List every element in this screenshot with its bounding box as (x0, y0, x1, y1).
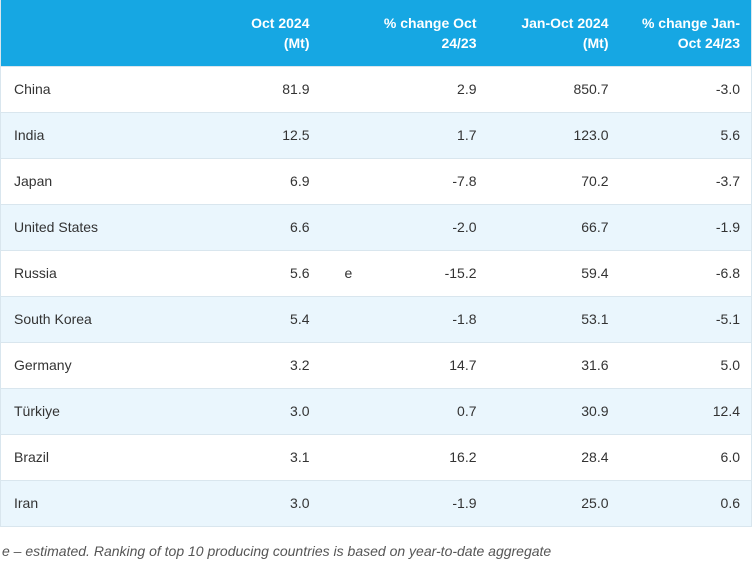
cell-flag (320, 296, 361, 343)
cell-flag (320, 65, 361, 113)
cell-oct-2024: 6.9 (175, 158, 321, 205)
cell-country: Japan (0, 158, 176, 205)
cell-jan-oct-2024: 850.7 (487, 65, 620, 113)
cell-oct-2024: 3.0 (175, 480, 321, 527)
cell-jan-oct-2024: 59.4 (487, 250, 620, 297)
cell-country: Türkiye (0, 388, 176, 435)
cell-jan-oct-change: 6.0 (619, 434, 752, 481)
cell-country: South Korea (0, 296, 176, 343)
cell-country: Germany (0, 342, 176, 389)
cell-flag (320, 388, 361, 435)
footnote: e – estimated. Ranking of top 10 produci… (2, 543, 552, 559)
header-oct-2024: Oct 2024 (Mt) (175, 0, 321, 66)
cell-jan-oct-change: 0.6 (619, 480, 752, 527)
cell-jan-oct-change: 12.4 (619, 388, 752, 435)
header-row: Oct 2024 (Mt) % change Oct 24/23 Jan-Oct 2… (0, 0, 752, 66)
table-row: Germany 3.2 14.7 31.6 5.0 (0, 342, 752, 389)
table-body: China 81.9 2.9 850.7 -3.0 India 12.5 1.7 123.0 5.… (0, 65, 752, 527)
cell-jan-oct-2024: 123.0 (487, 112, 620, 159)
cell-flag (320, 342, 361, 389)
cell-flag (320, 480, 361, 527)
cell-jan-oct-2024: 31.6 (487, 342, 620, 389)
cell-jan-oct-change: 5.6 (619, 112, 752, 159)
cell-country: Iran (0, 480, 176, 527)
cell-country: Russia (0, 250, 176, 297)
cell-jan-oct-change: 5.0 (619, 342, 752, 389)
cell-country: Brazil (0, 434, 176, 481)
cell-flag (320, 434, 361, 481)
cell-oct-change: -1.8 (360, 296, 488, 343)
cell-jan-oct-change: -1.9 (619, 204, 752, 251)
cell-jan-oct-change: -5.1 (619, 296, 752, 343)
header-jan-oct-2024: Jan-Oct 2024 (Mt) (487, 0, 620, 66)
cell-jan-oct-2024: 66.7 (487, 204, 620, 251)
cell-country: India (0, 112, 176, 159)
cell-oct-change: -7.8 (360, 158, 488, 205)
cell-flag (320, 112, 361, 159)
cell-jan-oct-2024: 30.9 (487, 388, 620, 435)
cell-oct-change: -2.0 (360, 204, 488, 251)
cell-country: United States (0, 204, 176, 251)
cell-flag (320, 158, 361, 205)
steel-production-table: Oct 2024 (Mt) % change Oct 24/23 Jan-Oct 2… (0, 0, 752, 527)
table-row: Russia 5.6 e -15.2 59.4 -6.8 (0, 250, 752, 297)
cell-oct-2024: 12.5 (175, 112, 321, 159)
cell-jan-oct-change: -3.7 (619, 158, 752, 205)
table-row: Iran 3.0 -1.9 25.0 0.6 (0, 480, 752, 527)
header-jan-oct-change: % change Jan- Oct 24/23 (619, 0, 752, 66)
cell-oct-2024: 5.4 (175, 296, 321, 343)
header-flag (320, 0, 361, 66)
table-row: China 81.9 2.9 850.7 -3.0 (0, 65, 752, 113)
table-header: Oct 2024 (Mt) % change Oct 24/23 Jan-Oct 2… (0, 0, 752, 66)
table-row: Japan 6.9 -7.8 70.2 -3.7 (0, 158, 752, 205)
cell-oct-change: -1.9 (360, 480, 488, 527)
table-row: South Korea 5.4 -1.8 53.1 -5.1 (0, 296, 752, 343)
header-oct-change: % change Oct 24/23 (360, 0, 488, 66)
cell-oct-2024: 3.0 (175, 388, 321, 435)
cell-jan-oct-change: -6.8 (619, 250, 752, 297)
cell-oct-change: 16.2 (360, 434, 488, 481)
cell-oct-2024: 3.2 (175, 342, 321, 389)
cell-country: China (0, 65, 176, 113)
header-country (0, 0, 176, 66)
cell-oct-2024: 3.1 (175, 434, 321, 481)
cell-flag (320, 204, 361, 251)
cell-oct-2024: 81.9 (175, 65, 321, 113)
cell-jan-oct-2024: 53.1 (487, 296, 620, 343)
cell-oct-change: 14.7 (360, 342, 488, 389)
table-row: Brazil 3.1 16.2 28.4 6.0 (0, 434, 752, 481)
cell-jan-oct-change: -3.0 (619, 65, 752, 113)
cell-jan-oct-2024: 25.0 (487, 480, 620, 527)
cell-oct-change: -15.2 (360, 250, 488, 297)
cell-oct-2024: 5.6 (175, 250, 321, 297)
cell-flag: e (320, 250, 361, 297)
cell-oct-change: 2.9 (360, 65, 488, 113)
cell-oct-change: 1.7 (360, 112, 488, 159)
cell-jan-oct-2024: 28.4 (487, 434, 620, 481)
table-row: United States 6.6 -2.0 66.7 -1.9 (0, 204, 752, 251)
table-row: Türkiye 3.0 0.7 30.9 12.4 (0, 388, 752, 435)
table-row: India 12.5 1.7 123.0 5.6 (0, 112, 752, 159)
cell-oct-2024: 6.6 (175, 204, 321, 251)
cell-jan-oct-2024: 70.2 (487, 158, 620, 205)
cell-oct-change: 0.7 (360, 388, 488, 435)
